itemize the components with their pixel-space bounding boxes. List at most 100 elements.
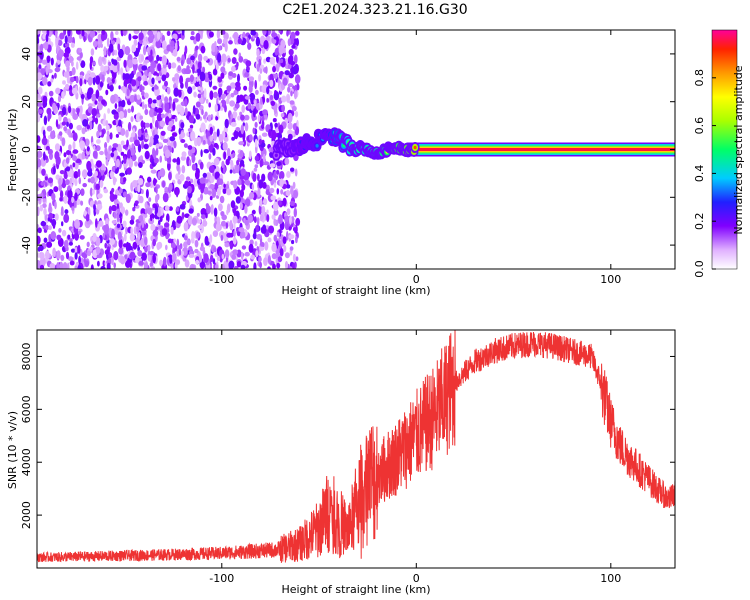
noise-speck [238,56,244,63]
noise-speck [158,56,163,62]
noise-speck [216,216,221,225]
noise-speck [123,243,128,248]
noise-speck [57,95,62,103]
noise-speck [143,40,148,47]
noise-speck [92,76,96,86]
noise-speck [62,80,66,85]
noise-speck [166,30,171,36]
noise-speck [69,177,73,185]
noise-speck [86,124,91,130]
noise-speck [176,206,180,212]
noise-speck [66,121,69,127]
colorbar-tick-label: 0.6 [693,117,706,135]
noise-speck [54,143,61,152]
noise-speck [161,228,168,236]
noise-speck [261,84,268,94]
noise-speck [247,214,253,224]
noise-speck [151,77,155,85]
noise-speck [96,139,101,144]
noise-speck [111,77,115,84]
noise-speck [257,173,260,182]
noise-speck [257,114,261,123]
noise-speck [161,74,167,82]
noise-speck [159,168,166,178]
noise-speck [39,204,44,212]
noise-speck [203,88,207,99]
noise-speck [246,37,250,44]
noise-speck [103,113,106,121]
noise-speck [244,204,248,214]
noise-speck [97,193,103,199]
noise-speck [150,61,157,69]
noise-speck [112,194,118,200]
noise-speck [81,127,86,135]
noise-speck [286,223,289,231]
noise-speck [223,137,229,142]
noise-speck [89,246,93,252]
noise-speck [261,115,265,122]
noise-speck [170,62,177,69]
noise-speck [231,136,236,141]
noise-speck [116,203,120,210]
noise-speck [229,82,236,89]
noise-speck [229,219,233,230]
noise-speck [90,176,95,184]
noise-speck [178,248,182,256]
noise-speck [259,261,262,269]
noise-speck [240,114,245,121]
noise-speck [162,192,169,203]
figure-title: C2E1.2024.323.21.16.G30 [282,2,468,18]
noise-speck [150,49,153,57]
noise-speck [294,111,299,118]
noise-speck [259,246,265,251]
noise-speck [292,253,296,262]
noise-speck [231,65,236,72]
noise-speck [131,44,137,53]
noise-speck [92,232,97,243]
noise-speck [81,252,86,258]
noise-speck [227,155,231,161]
noise-speck [137,43,141,51]
noise-speck [159,120,166,127]
noise-speck [128,33,132,41]
spectrogram-x-ticks: -100 0 100 [209,30,621,286]
noise-speck [183,235,188,241]
noise-speck [47,148,54,155]
noise-speck [233,48,238,55]
noise-speck [289,215,292,225]
noise-speck [58,49,64,58]
noise-speck [287,83,294,88]
noise-speck [122,220,127,228]
noise-speck [284,261,289,269]
noise-speck [210,254,214,263]
noise-speck [117,43,121,51]
noise-speck [286,208,291,216]
noise-speck [125,129,129,138]
noise-speck [209,126,213,135]
noise-speck [226,232,233,238]
noise-speck [258,179,264,189]
noise-speck [183,143,188,149]
noise-speck [251,183,255,191]
noise-speck [138,215,144,222]
noise-speck [261,205,266,216]
noise-speck [147,30,154,36]
noise-speck [207,114,212,122]
noise-speck [253,262,257,269]
noise-speck [81,30,85,37]
noise-speck [42,34,47,40]
noise-speck [140,54,144,62]
noise-speck [111,204,117,212]
noise-speck [132,35,139,40]
noise-speck [274,47,280,57]
noise-speck [294,74,301,84]
noise-speck [129,94,136,103]
noise-speck [152,253,156,264]
noise-speck [120,256,126,265]
noise-speck [74,265,78,269]
noise-speck [104,147,108,156]
noise-speck [115,158,120,168]
noise-speck [212,68,218,76]
noise-speck [166,86,171,95]
